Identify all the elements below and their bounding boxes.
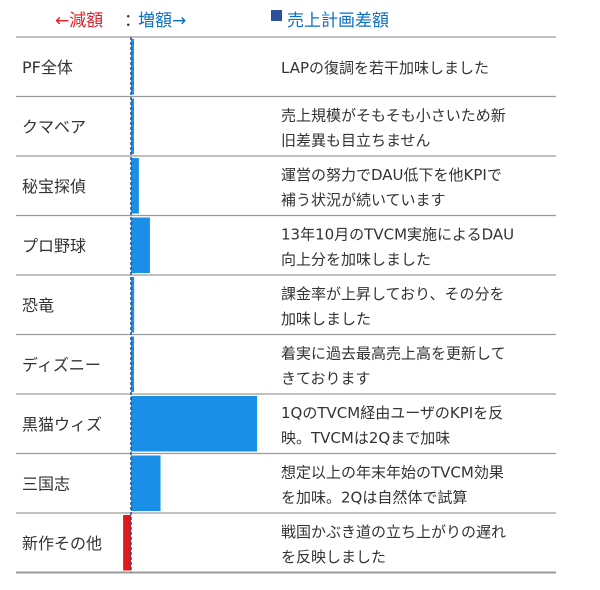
row-comment: 13年10月のTVCM実施によるDAU xyxy=(281,225,514,243)
bar xyxy=(131,277,135,333)
row-comment: 映。TVCMは2Qまで加味 xyxy=(281,429,450,447)
bar xyxy=(123,515,131,571)
row-comment: 加味しました xyxy=(281,310,371,328)
row-comment: を加味。2Qは自然体で試算 xyxy=(281,488,467,506)
row-label: 新作その他 xyxy=(22,534,102,553)
bar xyxy=(131,455,161,511)
bar xyxy=(131,217,150,273)
row-label: 黒猫ウィズ xyxy=(22,415,102,434)
row-label: 三国志 xyxy=(22,474,70,493)
row-comment: 運営の努力でDAU低下を他KPIで xyxy=(281,166,502,184)
bar xyxy=(131,98,134,154)
row-comment: 着実に過去最高売上高を更新して xyxy=(281,344,506,362)
legend-separator: ： xyxy=(124,11,141,31)
row-label: 恐竜 xyxy=(22,296,54,315)
row-comment: LAPの復調を若干加味しました xyxy=(281,59,489,77)
legend-decrease-label: ←減額 xyxy=(55,11,104,31)
row-comment: 補う状況が続いています xyxy=(281,191,446,209)
row-label: クマベア xyxy=(22,117,86,136)
legend: ←減額 ： 増額→ 売上計画差額 xyxy=(0,6,600,32)
legend-increase-label: 増額→ xyxy=(138,11,187,31)
row-comment: 売上規模がそもそも小さいため新 xyxy=(281,106,506,124)
bar xyxy=(131,396,258,452)
row-comment: 1QのTVCM経由ユーザのKPIを反 xyxy=(281,404,503,422)
row-comment: 想定以上の年末年始のTVCM効果 xyxy=(281,463,504,481)
row-comment: 戦国かぶき道の立ち上がりの遅れ xyxy=(281,523,506,541)
bar xyxy=(131,336,134,392)
row-comment: 課金率が上昇しており、その分を xyxy=(281,285,505,303)
row-comment: 向上分を加味しました xyxy=(281,250,431,268)
bar xyxy=(131,39,134,95)
row-label: プロ野球 xyxy=(22,236,86,255)
row-label: ディズニー xyxy=(22,355,101,374)
bar xyxy=(131,158,139,214)
row-comment: 旧差異も目立ちません xyxy=(281,131,431,149)
legend-series-swatch xyxy=(271,10,282,21)
row-label: 秘宝探偵 xyxy=(22,177,86,196)
legend-series-label: 売上計画差額 xyxy=(287,11,389,31)
row-label: PF全体 xyxy=(22,58,73,77)
row-comment: きております xyxy=(281,369,371,387)
row-comment: を反映しました xyxy=(281,548,386,566)
